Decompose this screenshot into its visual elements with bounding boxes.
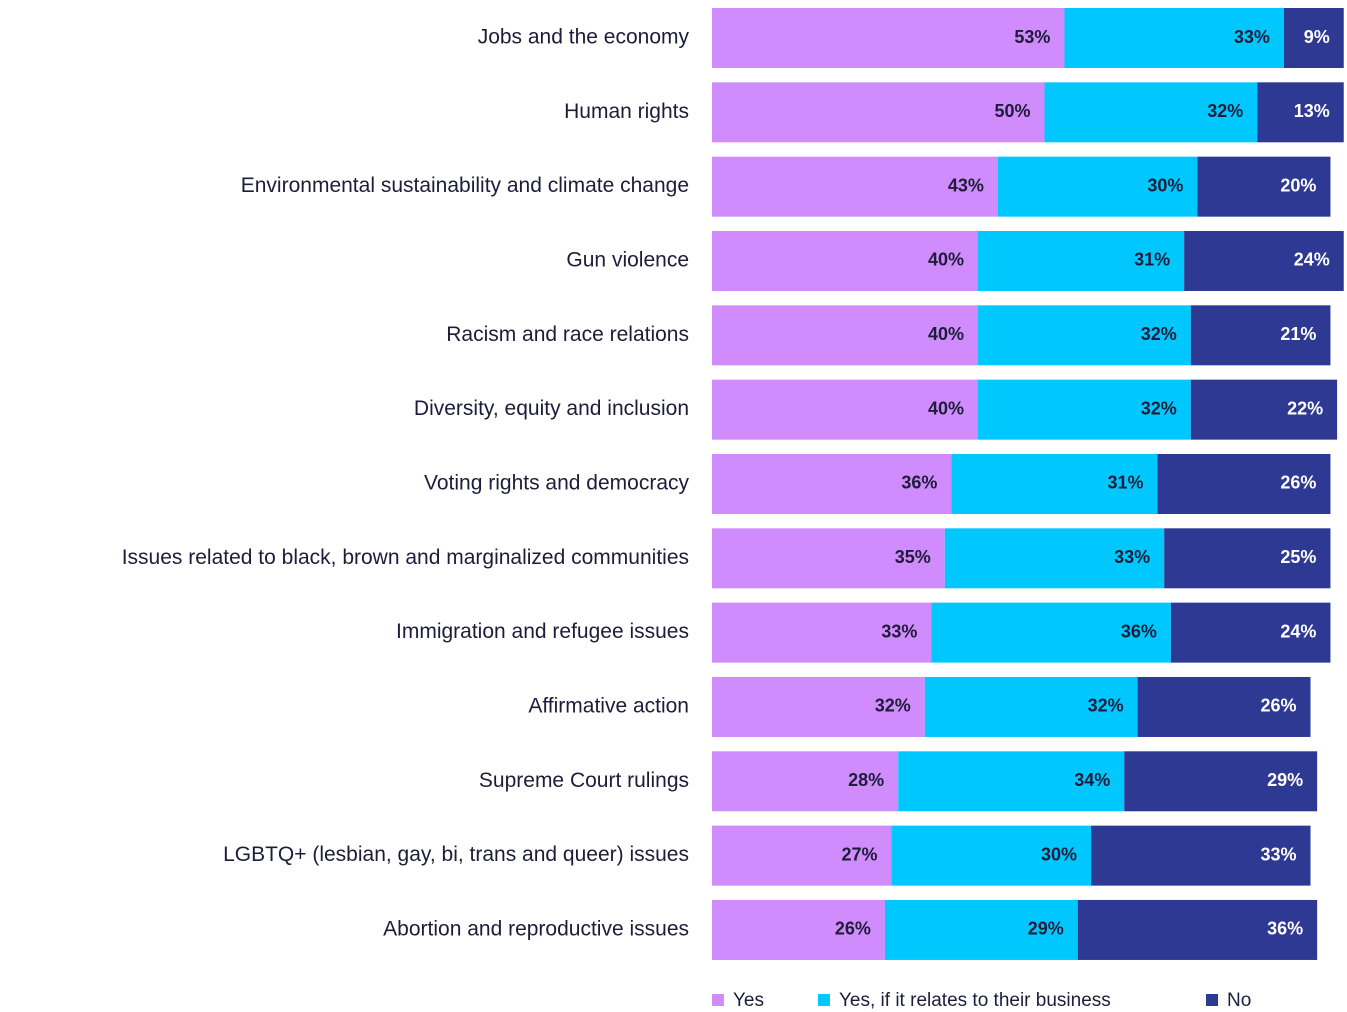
value-label: 33% [1234, 27, 1270, 47]
legend-label: Yes, if it relates to their business [839, 990, 1111, 1011]
category-label: Diversity, equity and inclusion [414, 397, 689, 420]
bar-segment [1164, 528, 1331, 589]
value-label: 21% [1280, 324, 1316, 344]
bar-segment [944, 528, 1165, 589]
value-label: 22% [1287, 398, 1323, 418]
category-label: Issues related to black, brown and margi… [122, 546, 689, 569]
value-label: 24% [1280, 621, 1316, 641]
legend-swatch [1206, 994, 1218, 1006]
value-label: 40% [928, 250, 964, 270]
value-label: 34% [1074, 770, 1110, 790]
bar-segment [1170, 602, 1331, 663]
bar-segment [1137, 676, 1311, 737]
bar-segment [1091, 825, 1311, 886]
bar-segment [951, 453, 1158, 514]
bar-segment [1197, 156, 1331, 217]
bar-segment [712, 379, 978, 440]
value-label: 28% [848, 770, 884, 790]
value-label: 36% [1121, 621, 1157, 641]
bar-segment [1064, 8, 1284, 68]
value-label: 50% [994, 101, 1030, 121]
category-label: Supreme Court rulings [479, 769, 689, 792]
category-label: Gun violence [566, 249, 689, 272]
bar-segment [978, 305, 1191, 366]
value-label: 32% [1207, 101, 1243, 121]
bar-segment [891, 825, 1092, 886]
bar-segment [1077, 899, 1318, 960]
category-label: Immigration and refugee issues [396, 620, 689, 643]
bar-segment [1184, 230, 1344, 291]
value-label: 40% [928, 398, 964, 418]
value-label: 27% [842, 844, 878, 864]
bar-segment [1044, 82, 1258, 143]
value-label: 32% [1141, 324, 1177, 344]
bar-segment [898, 751, 1125, 812]
bar-segment [712, 453, 952, 514]
value-label: 33% [1260, 844, 1296, 864]
value-label: 29% [1028, 919, 1064, 939]
value-label: 13% [1294, 101, 1330, 121]
bar-segment [712, 8, 1065, 68]
legend-swatch [818, 994, 830, 1006]
category-label: Affirmative action [528, 695, 689, 718]
value-label: 26% [1280, 473, 1316, 493]
legend-swatch [712, 994, 724, 1006]
value-label: 25% [1280, 547, 1316, 567]
value-label: 40% [928, 324, 964, 344]
legend-label: Yes [733, 990, 764, 1011]
value-label: 26% [835, 919, 871, 939]
value-label: 36% [901, 473, 937, 493]
category-label: LGBTQ+ (lesbian, gay, bi, trans and quee… [223, 843, 689, 866]
value-label: 33% [1114, 547, 1150, 567]
value-label: 32% [1088, 696, 1124, 716]
bar-segment [1124, 751, 1318, 812]
bar-segment [1257, 82, 1344, 143]
value-label: 9% [1304, 27, 1330, 47]
bar-segment [924, 676, 1138, 737]
category-label: Jobs and the economy [478, 26, 690, 49]
category-label: Human rights [564, 100, 689, 123]
value-label: 33% [881, 621, 917, 641]
bar-segment [712, 676, 925, 737]
category-label: Racism and race relations [446, 323, 689, 346]
category-label: Environmental sustainability and climate… [241, 174, 689, 197]
value-label: 30% [1147, 175, 1183, 195]
value-label: 26% [1260, 696, 1296, 716]
bar-segment [712, 751, 899, 812]
bar-segment [931, 602, 1171, 663]
bar-segment [1157, 453, 1331, 514]
category-label: Abortion and reproductive issues [383, 918, 689, 941]
bar-segment [712, 305, 978, 366]
value-label: 32% [875, 696, 911, 716]
value-label: 31% [1108, 473, 1144, 493]
bar-segment [1190, 305, 1331, 366]
bar-segment [978, 230, 1185, 291]
value-label: 24% [1294, 250, 1330, 270]
bar-segment [978, 379, 1191, 440]
category-label: Voting rights and democracy [424, 472, 689, 495]
value-label: 31% [1134, 250, 1170, 270]
value-label: 32% [1141, 398, 1177, 418]
value-label: 36% [1267, 919, 1303, 939]
bar-segment [712, 230, 978, 291]
bar-segment [1190, 379, 1338, 440]
bar-segment [712, 825, 892, 886]
value-label: 35% [895, 547, 931, 567]
bar-segment [712, 82, 1045, 143]
legend-label: No [1227, 990, 1251, 1011]
bar-segment [712, 156, 998, 217]
bar-segment [884, 899, 1078, 960]
value-label: 30% [1041, 844, 1077, 864]
value-label: 29% [1267, 770, 1303, 790]
value-label: 53% [1014, 27, 1050, 47]
bar-segment [997, 156, 1198, 217]
bar-segment [712, 602, 932, 663]
bar-segment [1283, 8, 1344, 68]
bar-segment [712, 899, 885, 960]
value-label: 43% [948, 175, 984, 195]
bar-segment [712, 528, 945, 589]
value-label: 20% [1280, 175, 1316, 195]
